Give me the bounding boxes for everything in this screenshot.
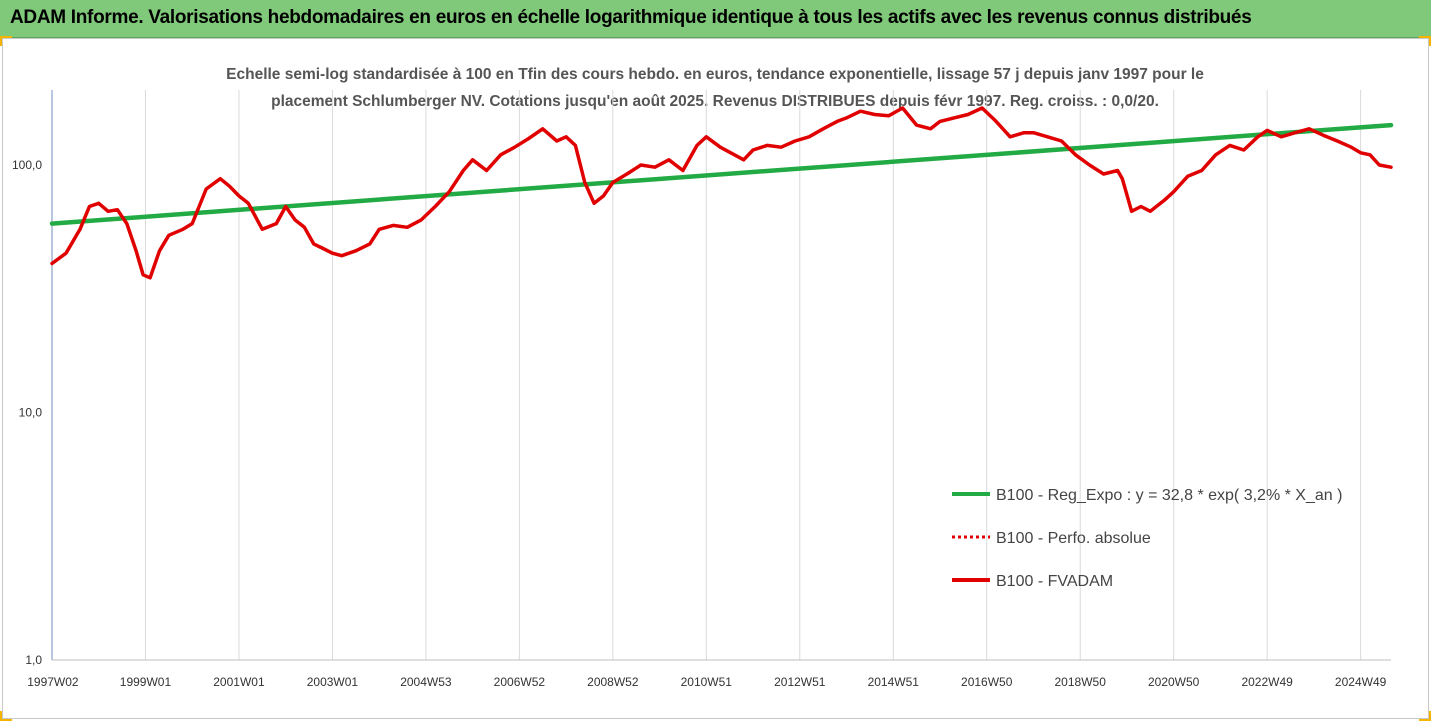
x-tick-label: 2012W51: [774, 675, 826, 689]
x-tick-label: 1999W01: [120, 675, 172, 689]
legend-label: B100 - Reg_Expo : y = 32,8 * exp( 3,2% *…: [996, 487, 1342, 504]
x-tick-label: 1997W02: [27, 675, 79, 689]
header-bar: ADAM Informe. Valorisations hebdomadaire…: [0, 0, 1431, 38]
x-tick-label: 2010W51: [681, 675, 733, 689]
x-tick-label: 2016W50: [961, 675, 1013, 689]
x-tick-label: 2004W53: [400, 675, 452, 689]
x-tick-label: 2024W49: [1335, 675, 1387, 689]
x-tick-label: 2020W50: [1148, 675, 1200, 689]
x-tick-label: 2014W51: [868, 675, 920, 689]
series-lines: [49, 106, 1394, 280]
x-tick-label: 2001W01: [213, 675, 265, 689]
legend: B100 - Reg_Expo : y = 32,8 * exp( 3,2% *…: [952, 487, 1342, 590]
chart-frame: [2, 38, 1429, 719]
page-title: ADAM Informe. Valorisations hebdomadaire…: [10, 7, 1252, 28]
axes: 1997W02 1999W01 2001W01 2003W01 2004W53 2006W…: [12, 90, 1391, 689]
chart-subtitle-line1: Echelle semi-log standardisée à 100 en T…: [226, 66, 1204, 83]
y-tick-label: 100,0: [12, 158, 42, 172]
legend-label: B100 - Perfo. absolue: [996, 530, 1151, 547]
series-line: [50, 106, 1393, 280]
series-line: [49, 122, 1394, 226]
grid-lines: [144, 90, 1362, 660]
chart-subtitle-line2: placement Schlumberger NV. Cotations jus…: [271, 93, 1159, 110]
legend-label: B100 - FVADAM: [996, 573, 1113, 590]
x-tick-label: 2022W49: [1241, 675, 1293, 689]
x-tick-label: 2018W50: [1055, 675, 1107, 689]
y-tick-label: 10,0: [19, 406, 43, 420]
x-tick-label: 2003W01: [307, 675, 359, 689]
x-tick-label: 2006W52: [494, 675, 546, 689]
y-tick-label: 1,0: [25, 653, 42, 667]
x-tick-label: 2008W52: [587, 675, 639, 689]
